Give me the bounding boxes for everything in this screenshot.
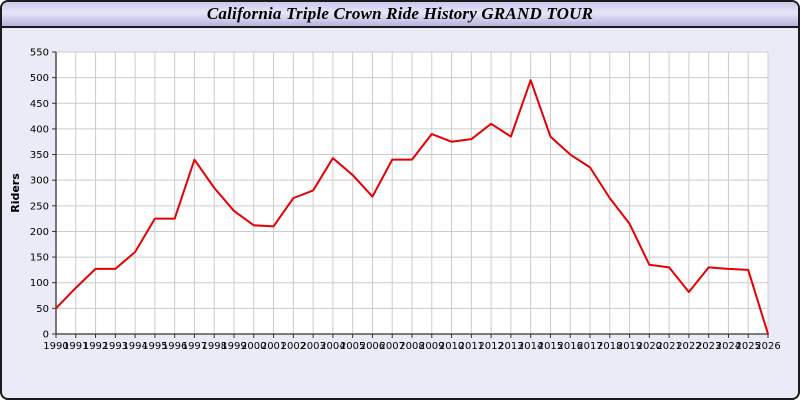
x-tick-label: 2013	[498, 341, 523, 352]
x-tick-label: 2004	[320, 341, 345, 352]
x-tick-label: 2000	[241, 341, 266, 352]
x-tick-label: 1990	[43, 341, 68, 352]
x-tick-label: 2006	[360, 341, 385, 352]
x-tick-label: 2003	[300, 341, 325, 352]
x-tick-label: 2022	[676, 341, 701, 352]
riders-line-series	[55, 79, 769, 335]
x-tick-label: 2012	[478, 341, 503, 352]
gridlines	[55, 51, 769, 335]
x-tick-label: 1999	[221, 341, 246, 352]
x-tick-label: 2010	[439, 341, 464, 352]
chart-title-bar: California Triple Crown Ride History GRA…	[2, 2, 798, 28]
chart-title: California Triple Crown Ride History GRA…	[206, 4, 594, 23]
x-tick-label: 2007	[379, 341, 404, 352]
y-tick-label: 250	[30, 201, 49, 212]
x-tick-label: 1994	[122, 341, 147, 352]
x-tick-label: 2020	[637, 341, 662, 352]
y-tick-label: 500	[30, 73, 49, 84]
x-tick-label: 2016	[557, 341, 582, 352]
x-tick-label: 2025	[735, 341, 760, 352]
x-tick-label: 2002	[281, 341, 306, 352]
x-tick-label: 2014	[518, 341, 543, 352]
x-tick-label: 1992	[83, 341, 108, 352]
x-tick-label: 2021	[656, 341, 681, 352]
x-tick-label: 2011	[459, 341, 484, 352]
x-tick-label: 1996	[162, 341, 187, 352]
x-tick-label: 2001	[261, 341, 286, 352]
x-tick-label: 2024	[716, 341, 741, 352]
riders-line-chart: 0501001502002503003504004505005501990199…	[9, 48, 781, 353]
x-tick-label: 2023	[696, 341, 721, 352]
x-tick-label: 1993	[103, 341, 128, 352]
y-tick-label: 550	[30, 48, 49, 59]
y-axis-title: Riders	[9, 173, 22, 213]
x-tick-label: 2018	[597, 341, 622, 352]
x-tick-label: 2015	[538, 341, 563, 352]
y-tick-label: 100	[30, 278, 49, 289]
tick-marks	[52, 51, 769, 338]
x-tick-label: 1995	[142, 341, 167, 352]
y-tick-label: 300	[30, 176, 49, 187]
x-tick-label: 2005	[340, 341, 365, 352]
x-tick-label: 2009	[419, 341, 444, 352]
x-tick-label: 1998	[201, 341, 226, 352]
y-tick-label: 0	[43, 330, 49, 341]
x-tick-label: 1991	[63, 341, 88, 352]
y-tick-label: 150	[30, 253, 49, 264]
y-tick-label: 50	[36, 304, 49, 315]
x-tick-label: 1997	[182, 341, 207, 352]
chart-container: 0 50 100 150 200 250 300 350 400 450 500 550 1990 199…	[6, 42, 794, 382]
x-tick-label: 2017	[577, 341, 602, 352]
y-tick-label: 400	[30, 124, 49, 135]
axis-tick-labels: 0501001502002503003504004505005501990199…	[30, 48, 781, 353]
y-tick-label: 350	[30, 150, 49, 161]
y-tick-label: 200	[30, 227, 49, 238]
x-tick-label: 2026	[755, 341, 780, 352]
x-tick-label: 2008	[399, 341, 424, 352]
x-tick-label: 2019	[617, 341, 642, 352]
y-tick-label: 450	[30, 99, 49, 110]
